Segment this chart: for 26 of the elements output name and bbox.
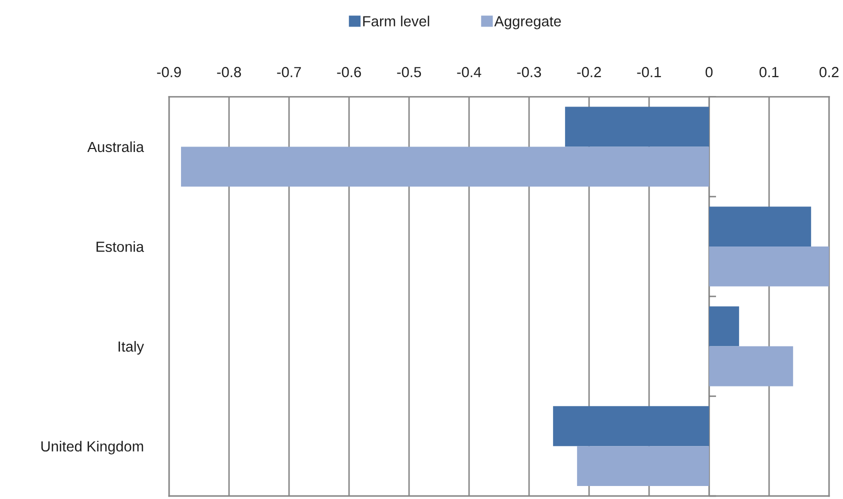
y-tick-label: United Kingdom (41, 440, 144, 454)
y-tick-label: Australia (87, 141, 144, 152)
bar (709, 206, 812, 247)
legend-label: Farm level (363, 16, 430, 26)
x-tick-label: -0.6 (337, 66, 361, 78)
bar (565, 106, 710, 147)
bar (553, 406, 710, 446)
x-tick-label: -0.4 (457, 66, 482, 78)
x-tick-label: 0 (706, 66, 713, 78)
y-tick-label: Italy (118, 341, 144, 355)
x-tick-label: -0.7 (277, 66, 301, 78)
bar (577, 446, 710, 486)
bar (181, 146, 710, 187)
x-tick-label: -0.3 (517, 66, 541, 78)
x-tick-label: -0.2 (577, 66, 601, 78)
x-tick-label: -0.1 (637, 66, 661, 78)
legend-label: Aggregate (494, 16, 561, 30)
bar (709, 306, 740, 346)
x-tick-label: 0.2 (820, 66, 838, 78)
bar (709, 246, 830, 286)
x-tick-label: -0.5 (397, 66, 421, 78)
x-tick-label: 0.1 (760, 66, 779, 78)
y-tick-label: Estonia (96, 241, 144, 252)
x-tick-label: -0.8 (217, 66, 241, 78)
bar (709, 346, 794, 386)
x-tick-label: -0.9 (157, 66, 181, 78)
